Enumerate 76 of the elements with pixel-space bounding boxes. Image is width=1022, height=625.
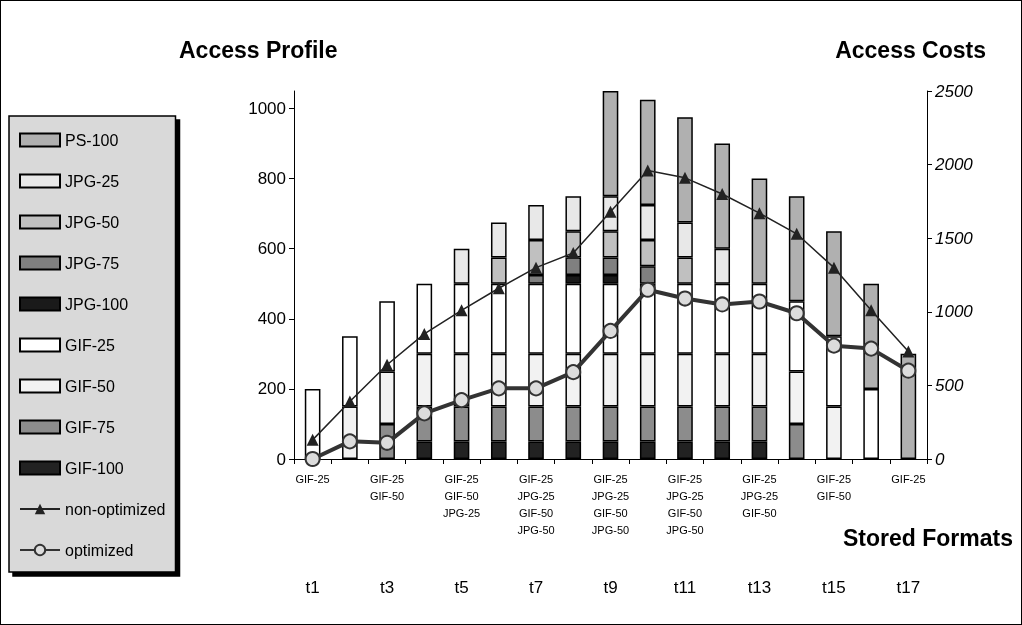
point [641,164,654,177]
legend-label: GIF-25 [65,336,115,354]
point [639,281,656,298]
point [753,207,766,220]
legend-label: optimized [65,541,134,559]
point [790,227,803,240]
legend-label: PS-100 [65,131,119,149]
text: Stored Formats [843,524,1014,551]
point [416,405,433,422]
x-tick-label: t7 [528,578,544,597]
x-tick-label: t13 [747,578,772,597]
text: GIF-25 JPG-25 GIF-50 JPG-50 [591,472,630,536]
point [751,293,768,310]
y-tick-label: 600 [257,239,286,259]
text: GIF-25 JPG-25 GIF-50 JPG-50 [517,472,555,536]
text: GIF-25 GIF-50 [369,472,405,502]
y2-tick-label: 2000 [934,155,974,175]
point [490,380,507,397]
y-tick-label: 1000 [248,99,286,119]
y2-tick-label: 500 [935,375,964,395]
point [863,340,880,357]
x-tick-label: t15 [822,578,846,597]
point [565,364,582,381]
x-tick-label: t17 [896,578,921,597]
y-tick-label: 400 [257,309,286,329]
point [676,290,693,307]
legend-label: JPG-50 [65,213,120,231]
text: GIF-25 GIF-50 JPG-25 [442,472,481,519]
point [528,380,545,397]
point [418,327,431,340]
y-tick-label: 0 [276,449,286,469]
point [716,188,729,201]
point [865,304,878,317]
legend-label: JPG-75 [65,254,120,272]
text: GIF-25 JPG-25 GIF-50 JPG-50 [666,472,704,536]
x-tick-label: t5 [454,578,469,597]
text: GIF-25 JPG-25 GIF-50 [740,472,779,519]
legend-label: non-optimized [65,500,166,518]
text: GIF-25 [891,472,926,485]
x-tick-label: t9 [603,578,618,597]
text: GIF-25 GIF-50 [816,472,852,502]
point [678,171,691,184]
legend-label: JPG-100 [65,295,129,313]
x-tick-label: t1 [305,578,320,597]
point [567,246,580,259]
point [827,261,840,274]
point [341,433,358,450]
y-tick-label: 200 [257,379,286,399]
legend-label: JPG-25 [65,172,120,190]
legend-label: GIF-75 [65,418,115,436]
point [714,296,731,313]
point [825,337,842,354]
y2-tick-label: 0 [935,449,945,469]
point [455,304,468,317]
y2-tick-label: 1500 [935,228,974,248]
point [788,305,805,322]
point [379,434,396,451]
point [453,392,470,409]
y-tick-label: 800 [257,169,286,189]
point [530,261,543,274]
point [902,345,915,358]
y2-tick-label: 1000 [935,302,974,322]
y2-axis-title: Access Costs [835,36,986,63]
point [306,433,319,446]
x-tick-label: t3 [379,578,395,597]
point [900,362,917,379]
legend-label: GIF-100 [65,459,124,477]
point [304,451,321,467]
y-axis-title: Access Profile [179,36,338,63]
y2-tick-label: 2500 [934,81,974,101]
point [492,282,505,295]
x-tick-label: t11 [673,578,697,597]
text: GIF-25 [295,472,330,485]
point [381,358,394,371]
point [602,322,619,339]
legend-label: GIF-50 [65,377,115,395]
